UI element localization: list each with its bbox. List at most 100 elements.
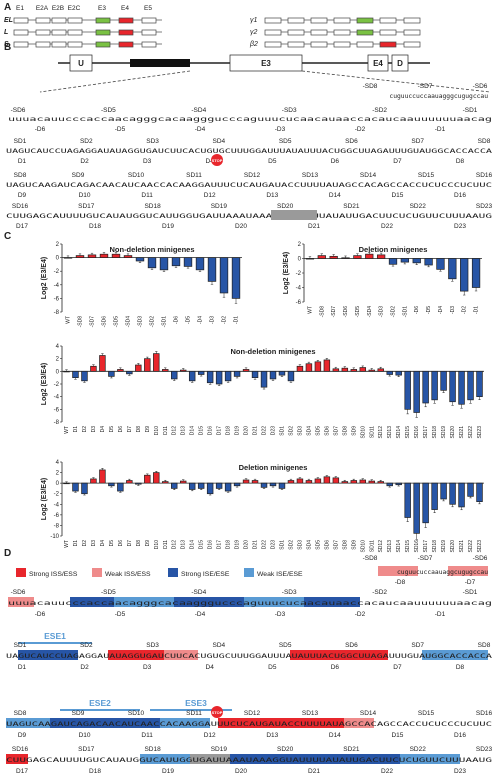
chart3-bar-0 bbox=[63, 482, 70, 485]
d-row2-bottom-7: D8 bbox=[456, 664, 465, 671]
chart2-xlabel-5: D5 bbox=[109, 426, 115, 433]
chart3-xlabel-40: SD17 bbox=[423, 540, 429, 553]
d-row2-top-0: SD1 bbox=[14, 642, 27, 649]
chart3-bar-35 bbox=[377, 481, 384, 484]
isoform-left-exon-0-2 bbox=[51, 17, 67, 24]
isoform-left-exon-1-0 bbox=[13, 29, 29, 36]
chart1-ytick-label-2: -2 bbox=[296, 271, 302, 277]
ese-label-0: ESE1 bbox=[44, 631, 66, 641]
chart3-bar-29 bbox=[323, 476, 331, 484]
chart2-xlabel-24: SD1 bbox=[279, 426, 285, 436]
chart2-ylabel: Log2 (E3/E4) bbox=[41, 363, 48, 405]
isoform-right-exon-1-4 bbox=[356, 29, 374, 36]
chart0-bar-8 bbox=[159, 257, 169, 271]
b-row2-top-2: SD3 bbox=[146, 138, 159, 145]
isoform-right-0: γ1 bbox=[250, 17, 258, 24]
chart0-bar-7 bbox=[147, 257, 157, 269]
d-row4-bottom-2: D19 bbox=[162, 768, 174, 775]
chart3-bar-36 bbox=[386, 482, 393, 487]
b-top-label-1: -SD7 bbox=[418, 83, 433, 90]
chart2-bar-22 bbox=[260, 370, 268, 388]
chart3-xlabel-35: SD12 bbox=[378, 540, 384, 553]
chart2-xlabel-30: SD7 bbox=[333, 426, 339, 436]
panel-label-b: B bbox=[4, 42, 11, 53]
d-row4-bottom-3: D20 bbox=[235, 768, 247, 775]
chart0-ytick-label-2: -2 bbox=[54, 269, 60, 275]
chart3-xlabel-21: D21 bbox=[253, 540, 259, 549]
b-stop-text: STOP bbox=[212, 158, 223, 163]
d-row1-label-1: -SD5 bbox=[101, 589, 116, 596]
black-block bbox=[130, 59, 190, 67]
b-row2-top-1: SD2 bbox=[80, 138, 93, 145]
chart3-bar-2 bbox=[81, 482, 88, 495]
chart3-bar-18 bbox=[224, 482, 232, 492]
chart0-bar-9 bbox=[171, 257, 181, 267]
chart3-xlabel-34: SD11 bbox=[369, 540, 375, 552]
d-row2-bottom-1: D2 bbox=[80, 664, 89, 671]
chart1-bar-14 bbox=[471, 258, 481, 288]
chart2-bar-45 bbox=[467, 370, 474, 401]
b-row4-top-0: SD16 bbox=[12, 203, 29, 210]
isoform-right-exon-1-0 bbox=[264, 29, 282, 36]
isoform-left-1: L bbox=[4, 29, 8, 36]
legend-swatch-0 bbox=[16, 568, 26, 577]
d-top-seg-2 bbox=[448, 566, 488, 576]
isoform-left-exon-0-5 bbox=[118, 17, 134, 24]
d-top-label-0: -SD8 bbox=[363, 555, 378, 562]
chart3-xlabel-24: SD1 bbox=[279, 540, 285, 550]
d-top-seq: cuguucuccaauaggcugugccau bbox=[397, 569, 488, 576]
chart3-xlabel-16: D16 bbox=[208, 540, 214, 549]
d-row4-seq: CUUGAGCAUUUUGUCAUAUGGUCAUUGGUGAUUAAAUAAA… bbox=[6, 757, 492, 764]
chart1-bar-10 bbox=[424, 258, 433, 266]
isoform-right-exon-0-0 bbox=[264, 17, 282, 24]
b-row1-bottom-2: -D4 bbox=[195, 126, 206, 133]
d-row4-top-1: SD17 bbox=[78, 746, 95, 753]
isoform-left-2: S bbox=[4, 41, 9, 48]
d-row3-seg-0 bbox=[6, 718, 50, 728]
chart1-bar-2 bbox=[329, 255, 338, 259]
chart3-xlabel-43: SD20 bbox=[450, 540, 456, 553]
d-row4-bottom-1: D18 bbox=[89, 768, 101, 775]
d-row3-seg-5 bbox=[294, 718, 344, 728]
isoform-left-exon-2-4 bbox=[95, 41, 111, 48]
chart0-xlabel-6: -SD3 bbox=[138, 316, 144, 328]
chart3-xlabel-4: D4 bbox=[100, 540, 106, 547]
d-row4-top-7: SD23 bbox=[476, 746, 493, 753]
isoform-right-exon-1-1 bbox=[287, 29, 305, 36]
chart2-title: Non-deletion minigenes bbox=[230, 347, 315, 356]
d-row1-seg-5 bbox=[304, 597, 360, 607]
b-row3-bottom-4: D13 bbox=[266, 192, 278, 199]
chart2-ytick-label-3: -2 bbox=[54, 382, 60, 388]
chart2-ytick-label-6: -8 bbox=[54, 420, 60, 426]
isoform-right-exon-1-6 bbox=[403, 29, 421, 36]
chart2-bar-42 bbox=[440, 370, 447, 391]
d-row2-seg-7 bbox=[452, 650, 488, 660]
b-row3-bottom-6: D15 bbox=[391, 192, 403, 199]
chart2-xlabel-46: SD23 bbox=[477, 426, 483, 439]
chart2-bar-28 bbox=[314, 361, 322, 372]
chart2-bar-33 bbox=[359, 367, 367, 372]
legend-label-0: Strong ISS/ESS bbox=[29, 571, 78, 578]
d-row3-bottom-0: D9 bbox=[18, 732, 27, 739]
chart2-xlabel-21: D21 bbox=[253, 426, 259, 435]
chart2-bar-16 bbox=[206, 370, 214, 384]
chart2-ytick-label-2: 0 bbox=[56, 369, 60, 375]
b-row4-bottom-6: D23 bbox=[454, 223, 466, 230]
chart1-xlabel-9: -D6 bbox=[414, 306, 420, 314]
chart1-xlabel-13: -D2 bbox=[462, 306, 468, 314]
chart3-bar-5 bbox=[108, 482, 115, 487]
d-row4-top-4: SD20 bbox=[277, 746, 294, 753]
chart0-xlabel-4: -SD5 bbox=[114, 316, 120, 328]
d-row4-top-6: SD22 bbox=[410, 746, 427, 753]
chart1-bar-13 bbox=[460, 258, 469, 292]
chart3-xlabel-7: D7 bbox=[127, 540, 133, 547]
b-row3-bottom-1: D10 bbox=[79, 192, 91, 199]
chart3-ytick-label-1: 2 bbox=[56, 471, 60, 477]
b-row2-bottom-0: D1 bbox=[18, 158, 27, 165]
chart3-xlabel-26: SD3 bbox=[297, 540, 303, 550]
b-row3-bottom-7: D16 bbox=[454, 192, 466, 199]
b-row2-top-5: SD6 bbox=[345, 138, 358, 145]
d-row2-seg-4 bbox=[318, 650, 358, 660]
d-row3-seg-1 bbox=[50, 718, 100, 728]
chart2-bar-8 bbox=[135, 364, 142, 372]
